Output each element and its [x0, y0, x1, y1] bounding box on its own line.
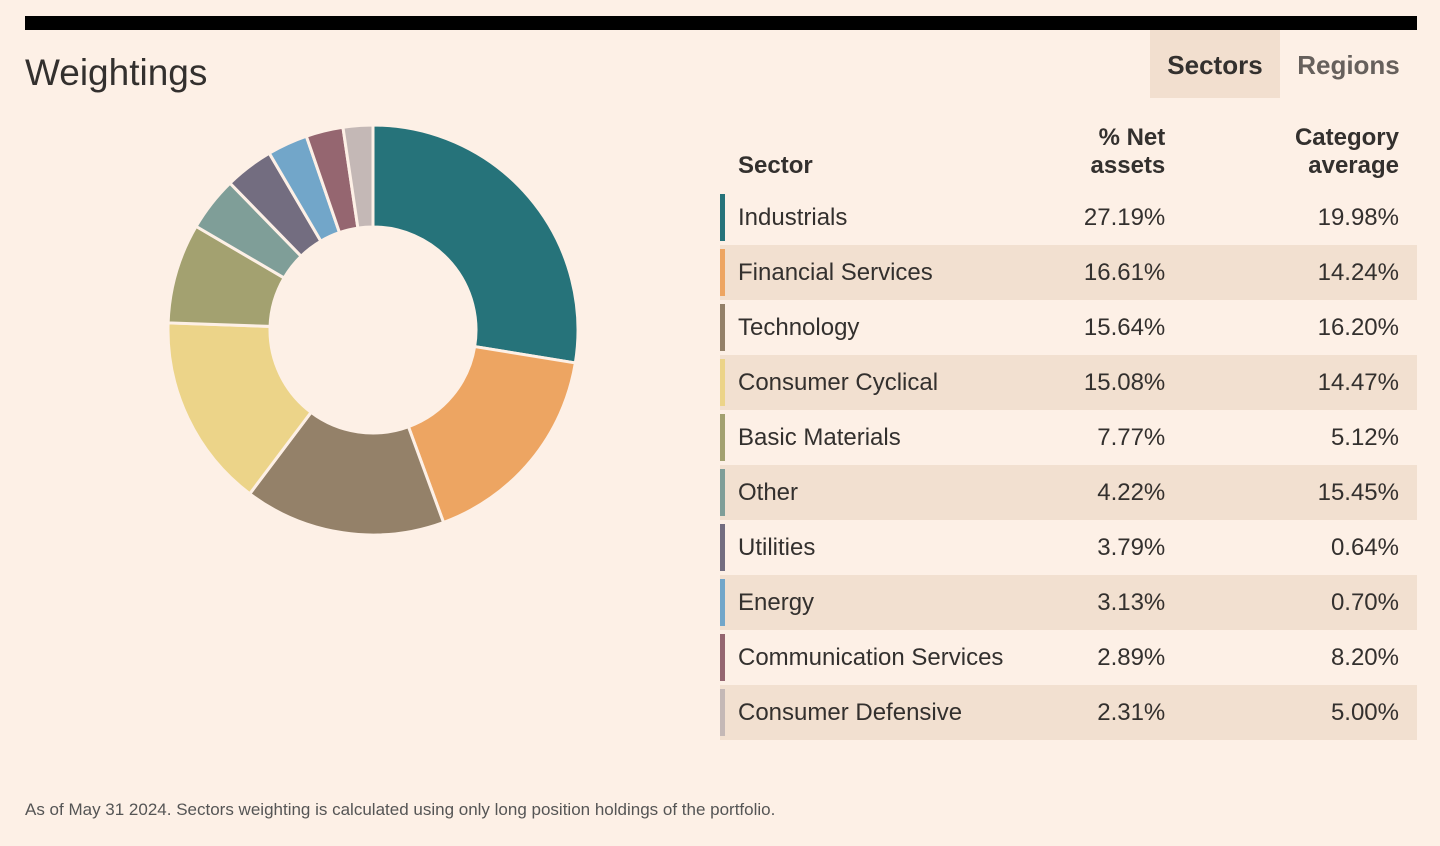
sector-name: Utilities: [738, 533, 816, 561]
sector-cell: Financial Services: [720, 245, 1024, 300]
table-row: Industrials 27.19% 19.98%: [720, 190, 1417, 245]
sector-cell: Communication Services: [720, 630, 1023, 685]
net-assets: 2.89%: [1097, 643, 1166, 671]
swatch: [720, 194, 725, 241]
category-average: 0.64%: [1330, 533, 1399, 561]
footnote: As of May 31 2024. Sectors weighting is …: [25, 800, 776, 819]
donut-segment: [166, 321, 314, 496]
sector-name: Consumer Defensive: [738, 698, 963, 726]
header-row: Sector % Net assets Category average: [720, 120, 1417, 190]
net-assets: 15.64%: [1083, 313, 1166, 341]
donut-chart: [166, 123, 580, 537]
category-average: 14.24%: [1183, 245, 1417, 300]
swatch: [720, 524, 725, 571]
net-assets: 4.22%: [1023, 465, 1184, 520]
swatch: [720, 359, 725, 406]
sector-name: Financial Services: [738, 258, 933, 286]
donut-segment: [406, 344, 578, 525]
table-row: Technology 15.64% 16.20%: [720, 300, 1417, 355]
sector-name: Basic Materials: [738, 423, 901, 451]
sector-name: Communication Services: [738, 643, 1004, 671]
category-average: 14.47%: [1183, 355, 1417, 410]
donut-segment: [341, 123, 375, 230]
net-assets: 3.79%: [1097, 533, 1166, 561]
donut-segment: [247, 410, 446, 537]
sector-cell: Basic Materials: [720, 410, 1023, 465]
sector-name: Other: [738, 478, 799, 506]
net-assets: 16.61%: [1023, 245, 1184, 300]
category-average: 5.12%: [1330, 423, 1399, 451]
sector-name: Consumer Cyclical: [738, 368, 939, 396]
sector-name: Technology: [738, 313, 860, 341]
swatch: [720, 249, 725, 296]
sector-cell: Industrials: [720, 190, 1023, 245]
table-row: Basic Materials 7.77% 5.12%: [720, 410, 1417, 465]
header: % Net assets: [1090, 124, 1166, 179]
table-row: Consumer Defensive 2.31% 5.00%: [720, 685, 1417, 740]
sector-cell: Consumer Cyclical: [720, 355, 1024, 410]
sector-cell: Technology: [720, 300, 1023, 355]
net-assets: 2.31%: [1023, 685, 1184, 740]
category-average: 0.70%: [1183, 575, 1417, 630]
table-row: Utilities 3.79% 0.64%: [720, 520, 1417, 575]
category-average: 5.00%: [1183, 685, 1417, 740]
table-row: Communication Services 2.89% 8.20%: [720, 630, 1417, 685]
swatch: [720, 634, 725, 681]
swatch: [720, 469, 725, 516]
category-average: 15.45%: [1183, 465, 1417, 520]
swatch: [720, 579, 725, 626]
title: Weightings: [25, 52, 208, 93]
donut-segment: [371, 123, 580, 365]
sector-cell: Energy: [720, 575, 1024, 630]
swatch: [720, 304, 725, 351]
net-assets: 3.13%: [1023, 575, 1184, 630]
table-row: Energy 3.13% 0.70%: [720, 575, 1417, 630]
top-rule: [25, 16, 1417, 30]
tab-sectors[interactable]: Sectors: [1150, 30, 1280, 98]
header: Category average: [1294, 124, 1399, 179]
header: Sector: [738, 152, 813, 179]
net-assets: 7.77%: [1097, 423, 1166, 451]
net-assets: 15.08%: [1023, 355, 1184, 410]
swatch: [720, 414, 725, 461]
tab-regions[interactable]: Regions: [1297, 50, 1400, 80]
category-average: 16.20%: [1317, 313, 1399, 341]
sector-name: Industrials: [738, 203, 848, 231]
sector-cell: Other: [720, 465, 1024, 520]
sector-table: Sector % Net assets Category average Ind…: [720, 120, 1417, 740]
sector-cell: Utilities: [720, 520, 1023, 575]
category-average: 19.98%: [1317, 203, 1399, 231]
table-row: Other 4.22% 15.45%: [720, 465, 1417, 520]
net-assets: 27.19%: [1083, 203, 1166, 231]
swatch: [720, 689, 725, 736]
table-row: Financial Services 16.61% 14.24%: [720, 245, 1417, 300]
sector-cell: Consumer Defensive: [720, 685, 1024, 740]
category-average: 8.20%: [1330, 643, 1399, 671]
table-row: Consumer Cyclical 15.08% 14.47%: [720, 355, 1417, 410]
sector-name: Energy: [738, 588, 815, 616]
